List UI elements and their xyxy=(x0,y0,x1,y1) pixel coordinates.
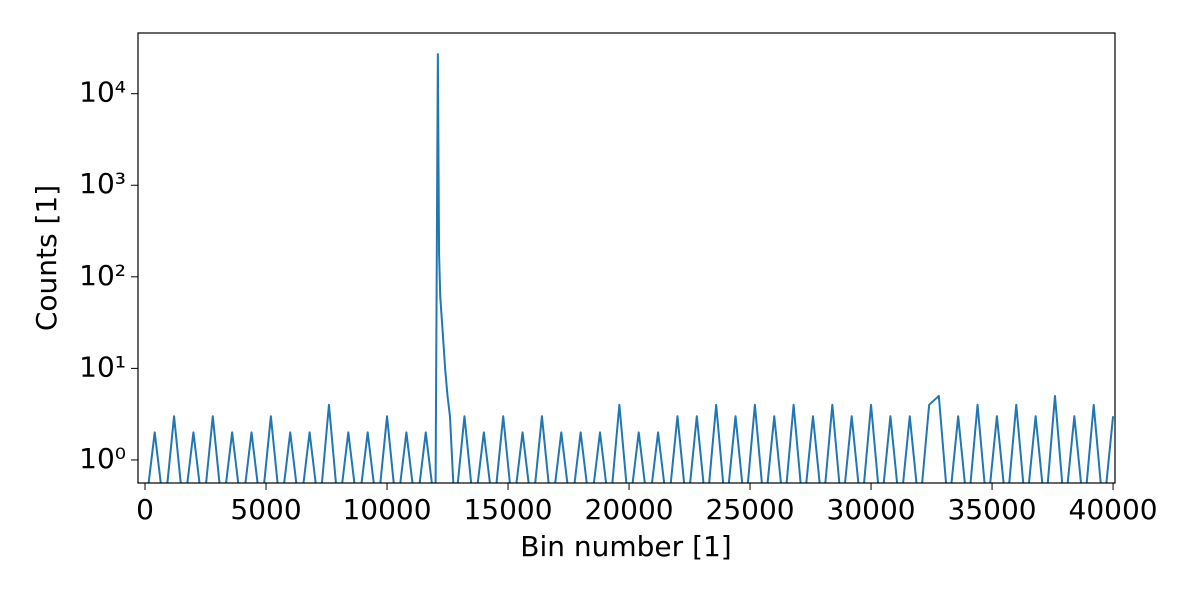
x-tick-label: 40000 xyxy=(1069,493,1158,526)
x-axis-label: Bin number [1] xyxy=(520,530,731,563)
y-tick-label: 10⁰ xyxy=(79,442,126,475)
x-tick-label: 20000 xyxy=(585,493,674,526)
x-tick-label: 30000 xyxy=(827,493,916,526)
x-tick-label: 25000 xyxy=(706,493,795,526)
plot-frame xyxy=(137,32,1116,484)
data-line xyxy=(147,53,1115,483)
x-tick-label: 15000 xyxy=(463,493,552,526)
x-tick-label: 35000 xyxy=(948,493,1037,526)
y-tick-label: 10¹ xyxy=(79,350,126,383)
y-tick-label: 10³ xyxy=(79,167,126,200)
x-tick-label: 0 xyxy=(136,493,154,526)
y-axis-label: Counts [1] xyxy=(30,185,63,331)
x-tick-label: 5000 xyxy=(230,493,301,526)
y-tick-label: 10² xyxy=(79,259,126,292)
x-tick-label: 10000 xyxy=(342,493,431,526)
y-tick-label: 10⁴ xyxy=(79,76,126,109)
